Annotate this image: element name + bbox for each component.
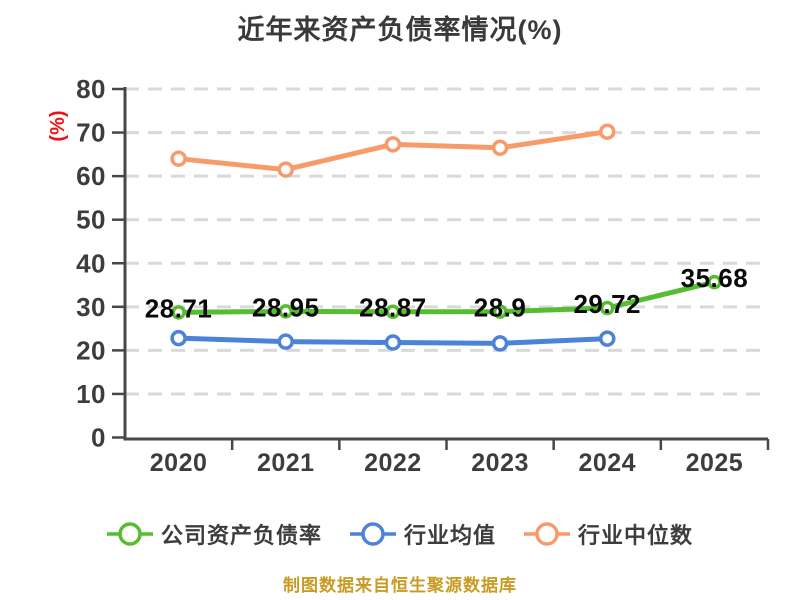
y-tick-label: 30 (76, 292, 106, 322)
value-label: 29.72 (573, 289, 641, 319)
legend: 公司资产负债率 行业均值 行业中位数 (0, 518, 800, 550)
data-point-marker (171, 305, 186, 320)
line-marker-icon (524, 522, 570, 546)
footer-source-note: 制图数据来自恒生聚源数据库 (283, 576, 517, 595)
value-label: 28.95 (252, 292, 320, 322)
y-tick-label: 50 (76, 205, 106, 235)
chart-title: 近年来资产负债率情况(%) (237, 15, 563, 45)
legend-circle-icon (361, 522, 385, 546)
data-point-marker (277, 333, 294, 350)
line-marker-icon (106, 522, 153, 546)
data-point-marker (278, 304, 293, 319)
legend-circle-icon (535, 522, 559, 546)
x-tick-label: 2022 (364, 449, 422, 477)
data-point-marker (384, 334, 402, 351)
legend-circle-icon (118, 522, 142, 546)
data-point-marker (385, 304, 401, 319)
legend-item-industry-mean: 行业均值 (349, 518, 496, 550)
data-point-marker (491, 139, 509, 157)
x-tick-label: 2020 (150, 449, 208, 477)
data-point-marker (599, 330, 616, 347)
data-point-marker (170, 329, 187, 347)
series-line-0 (176, 279, 717, 315)
data-point-marker (491, 335, 509, 352)
data-point-marker (707, 274, 722, 290)
y-tick-label: 80 (76, 74, 106, 104)
line-marker-icon (349, 522, 396, 546)
legend-item-label: 行业均值 (403, 523, 496, 548)
legend-item-label: 行业中位数 (578, 523, 694, 548)
legend-item-company: 公司资产负债率 (106, 518, 322, 550)
value-label: 28.71 (145, 293, 213, 323)
y-tick-label: 0 (91, 423, 106, 453)
y-tick-label: 20 (76, 335, 106, 365)
y-tick-label: 40 (76, 248, 106, 278)
data-point-marker (600, 300, 615, 316)
data-point-marker (170, 150, 187, 167)
y-tick-label: 70 (76, 118, 106, 148)
y-tick-label: 10 (76, 379, 106, 409)
value-label: 35.68 (681, 263, 749, 293)
data-point-marker (277, 161, 294, 178)
legend-item-industry-median: 行业中位数 (524, 518, 693, 550)
x-tick-label: 2023 (471, 449, 529, 477)
value-label: 28.9 (474, 293, 527, 323)
data-point-marker (599, 123, 616, 140)
x-tick-label: 2021 (257, 449, 315, 477)
data-point-marker (384, 136, 402, 153)
data-point-marker (492, 304, 508, 319)
value-label: 28.87 (359, 293, 427, 323)
x-tick-label: 2024 (578, 449, 636, 477)
x-tick-label: 2025 (686, 449, 744, 477)
y-tick-label: 60 (76, 161, 106, 191)
legend-item-label: 公司资产负债率 (160, 523, 322, 548)
